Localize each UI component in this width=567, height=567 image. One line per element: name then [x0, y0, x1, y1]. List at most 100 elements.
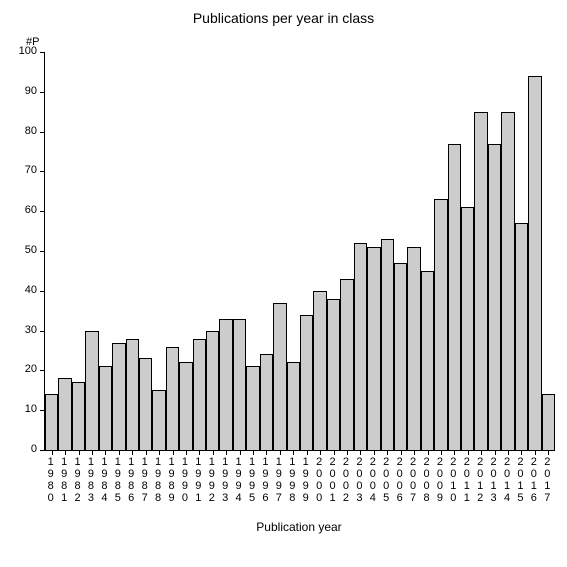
x-tick — [495, 450, 496, 455]
y-tick — [40, 251, 45, 252]
x-tick-label: 2 0 1 4 — [501, 456, 513, 504]
x-tick-label: 1 9 9 5 — [246, 456, 258, 504]
x-tick — [119, 450, 120, 455]
x-tick — [481, 450, 482, 455]
bar — [166, 347, 179, 450]
y-tick — [40, 211, 45, 212]
bar — [501, 112, 514, 450]
y-tick-label: 90 — [25, 85, 37, 97]
x-tick — [307, 450, 308, 455]
x-tick-label: 1 9 9 6 — [259, 456, 271, 504]
x-tick — [441, 450, 442, 455]
x-tick-label: 1 9 9 3 — [219, 456, 231, 504]
bar — [126, 339, 139, 450]
x-tick-label: 2 0 0 2 — [340, 456, 352, 504]
x-axis-title: Publication year — [44, 520, 554, 534]
bar — [273, 303, 286, 450]
bar — [434, 199, 447, 450]
x-tick — [173, 450, 174, 455]
x-tick — [401, 450, 402, 455]
x-tick-label: 2 0 1 2 — [474, 456, 486, 504]
x-tick-label: 1 9 9 8 — [286, 456, 298, 504]
x-tick — [293, 450, 294, 455]
x-tick — [199, 450, 200, 455]
x-tick — [65, 450, 66, 455]
bar — [219, 319, 232, 450]
x-tick — [414, 450, 415, 455]
bar — [421, 271, 434, 450]
y-tick — [40, 92, 45, 93]
x-tick — [320, 450, 321, 455]
y-tick-label: 70 — [25, 164, 37, 176]
x-tick-label: 2 0 0 8 — [421, 456, 433, 504]
bar — [139, 358, 152, 450]
y-tick — [40, 52, 45, 53]
x-tick — [468, 450, 469, 455]
x-tick-label: 2 0 1 0 — [447, 456, 459, 504]
y-tick — [40, 291, 45, 292]
x-tick-label: 2 0 1 7 — [541, 456, 553, 504]
x-tick — [52, 450, 53, 455]
x-tick-label: 2 0 1 5 — [514, 456, 526, 504]
y-tick-label: 20 — [25, 363, 37, 375]
bar — [340, 279, 353, 450]
y-tick-label: 50 — [25, 244, 37, 256]
x-tick-label: 1 9 9 2 — [206, 456, 218, 504]
x-tick-label: 2 0 0 6 — [394, 456, 406, 504]
y-tick — [40, 132, 45, 133]
x-tick-label: 2 0 0 5 — [380, 456, 392, 504]
y-tick-label: 100 — [19, 45, 37, 57]
x-tick — [92, 450, 93, 455]
x-tick-label: 1 9 8 0 — [45, 456, 57, 504]
x-tick — [213, 450, 214, 455]
bar — [474, 112, 487, 450]
x-tick — [105, 450, 106, 455]
y-tick — [40, 370, 45, 371]
x-tick-label: 1 9 8 9 — [166, 456, 178, 504]
bar — [461, 207, 474, 450]
x-tick — [226, 450, 227, 455]
x-tick — [334, 450, 335, 455]
bar — [394, 263, 407, 450]
bar — [354, 243, 367, 450]
x-tick — [159, 450, 160, 455]
x-tick-label: 2 0 0 1 — [327, 456, 339, 504]
y-tick-label: 0 — [31, 443, 37, 455]
y-tick — [40, 331, 45, 332]
x-tick — [347, 450, 348, 455]
bar — [45, 394, 58, 450]
x-tick — [186, 450, 187, 455]
bar — [246, 366, 259, 450]
bar — [313, 291, 326, 450]
bar — [367, 247, 380, 450]
x-tick-label: 1 9 8 7 — [139, 456, 151, 504]
x-tick — [387, 450, 388, 455]
x-tick — [79, 450, 80, 455]
bar — [515, 223, 528, 450]
bar — [300, 315, 313, 450]
x-tick-label: 2 0 1 3 — [488, 456, 500, 504]
bar — [488, 144, 501, 450]
x-tick-label: 2 0 0 7 — [407, 456, 419, 504]
x-tick — [360, 450, 361, 455]
x-tick-label: 2 0 1 6 — [528, 456, 540, 504]
x-tick-label: 1 9 9 4 — [233, 456, 245, 504]
bar — [287, 362, 300, 450]
x-tick — [508, 450, 509, 455]
x-tick-label: 1 9 8 4 — [98, 456, 110, 504]
plot-area — [44, 52, 555, 451]
bar — [260, 354, 273, 450]
x-tick-label: 1 9 9 7 — [273, 456, 285, 504]
x-tick-label: 1 9 8 5 — [112, 456, 124, 504]
x-tick-label: 2 0 0 9 — [434, 456, 446, 504]
bar — [381, 239, 394, 450]
x-tick-label: 1 9 9 0 — [179, 456, 191, 504]
x-tick — [146, 450, 147, 455]
bar — [233, 319, 246, 450]
x-tick — [374, 450, 375, 455]
x-tick — [548, 450, 549, 455]
bar — [58, 378, 71, 450]
y-tick-label: 40 — [25, 284, 37, 296]
y-tick-label: 60 — [25, 204, 37, 216]
x-tick-label: 1 9 9 1 — [192, 456, 204, 504]
